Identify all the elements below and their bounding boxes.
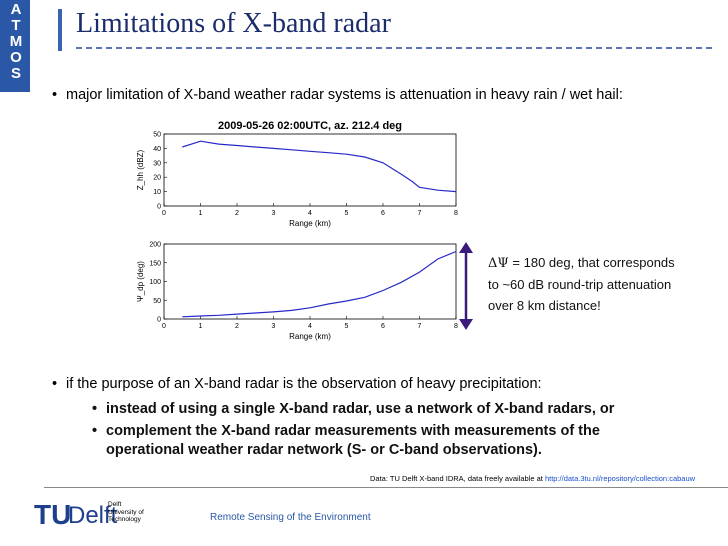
chart-title: 2009-05-26 02:00UTC, az. 212.4 deg bbox=[218, 120, 402, 132]
bullet-attenuation: • major limitation of X-band weather rada… bbox=[52, 87, 623, 103]
psi-chart-svg: 0 1 2 3 4 5 6 7 8 0 50 100 150 200 Range (km) Ψ_dp (deg… bbox=[136, 242, 458, 342]
delta-psi-symbol: ΔΨ bbox=[488, 256, 509, 271]
credit-text: Data: TU Delft X-band IDRA, data freely … bbox=[370, 474, 545, 483]
y-tick-label: 20 bbox=[153, 175, 161, 182]
x-tick-label: 3 bbox=[272, 323, 276, 330]
side-tab-letter: T bbox=[11, 17, 21, 34]
plot-frame bbox=[163, 133, 457, 207]
side-tab-letter: O bbox=[10, 49, 22, 66]
x-tick-label: 6 bbox=[381, 323, 385, 330]
footer-course-label: Remote Sensing of the Environment bbox=[210, 512, 371, 523]
side-tab-letter: A bbox=[10, 1, 22, 18]
x-tick-label: 2 bbox=[235, 210, 239, 217]
y-tick-label: 100 bbox=[149, 279, 161, 286]
psi-chart: 0 1 2 3 4 5 6 7 8 0 50 100 150 200 Range (km) Ψ_dp (deg… bbox=[130, 236, 465, 342]
sub-bullet-network: • instead of using a single X-band radar,… bbox=[92, 400, 666, 419]
x-tick-label: 3 bbox=[272, 210, 276, 217]
zhh-chart: 2009-05-26 02:00UTC, az. 212.4 deg 0 1 2 3 4 5… bbox=[130, 118, 465, 230]
y-tick-label: 10 bbox=[153, 189, 161, 196]
x-tick-label: 8 bbox=[454, 323, 458, 330]
x-tick-label: 4 bbox=[308, 210, 312, 217]
university-line: Delft bbox=[108, 501, 122, 508]
title-divider bbox=[76, 47, 712, 49]
bullet-text: major limitation of X-band weather radar… bbox=[66, 87, 623, 103]
y-tick-label: 50 bbox=[153, 298, 161, 305]
x-tick-label: 7 bbox=[418, 210, 422, 217]
y-axis-label: Ψ_dp (deg) bbox=[136, 261, 145, 302]
y-tick-label: 30 bbox=[153, 160, 161, 167]
x-tick-label: 5 bbox=[345, 323, 349, 330]
annotation-line-1: ΔΨ = 180 deg, that corresponds bbox=[488, 252, 675, 274]
y-tick-label: 50 bbox=[153, 132, 161, 139]
double-arrow-icon bbox=[459, 242, 473, 330]
annotation-line-1-text: = 180 deg, that corresponds bbox=[508, 255, 675, 270]
y-tick-label: 0 bbox=[157, 204, 161, 211]
sub-bullet-complement: • complement the X-band radar measurement… bbox=[92, 422, 636, 460]
logo-tu-text: TU bbox=[34, 499, 72, 530]
side-tab-letter: S bbox=[10, 65, 21, 82]
y-tick-label: 150 bbox=[149, 260, 161, 267]
x-tick-label: 0 bbox=[162, 323, 166, 330]
logo-delft-text: Delft bbox=[68, 502, 118, 529]
sub-bullet-text: instead of using a single X-band radar, … bbox=[106, 401, 615, 417]
x-axis-label: Range (km) bbox=[289, 332, 331, 341]
tudelft-logo: TU Delft bbox=[34, 496, 124, 530]
y-axis-label: Z_hh (dBZ) bbox=[136, 149, 145, 190]
plot-frame bbox=[163, 243, 457, 320]
sub-bullet-dot: • bbox=[92, 401, 98, 417]
zhh-chart-svg: 2009-05-26 02:00UTC, az. 212.4 deg 0 1 2 3 4 5… bbox=[136, 120, 458, 228]
y-tick-label: 40 bbox=[153, 146, 161, 153]
x-tick-label: 0 bbox=[162, 210, 166, 217]
series-line bbox=[182, 250, 457, 318]
series-line bbox=[182, 140, 457, 193]
university-name: Delft University of Technology bbox=[108, 501, 144, 524]
x-axis-label: Range (km) bbox=[289, 219, 331, 228]
x-tick-label: 1 bbox=[199, 323, 203, 330]
x-tick-label: 2 bbox=[235, 323, 239, 330]
sub-bullet-text: complement the X-band radar measurements… bbox=[106, 423, 600, 458]
university-line: University of bbox=[108, 508, 144, 516]
side-tab-letter: M bbox=[9, 33, 23, 50]
footer-divider bbox=[44, 487, 728, 488]
x-tick-label: 8 bbox=[454, 210, 458, 217]
bullet-dot: • bbox=[52, 87, 58, 103]
slide-title: Limitations of X-band radar bbox=[76, 8, 391, 39]
data-credit: Data: TU Delft X-band IDRA, data freely … bbox=[370, 474, 695, 483]
x-tick-label: 6 bbox=[381, 210, 385, 217]
annotation-line-2: to ~60 dB round-trip attenuation bbox=[488, 277, 672, 292]
x-tick-label: 4 bbox=[308, 323, 312, 330]
attenuation-annotation: ΔΨ = 180 deg, that corresponds to ~60 dB… bbox=[488, 252, 675, 316]
x-tick-label: 5 bbox=[345, 210, 349, 217]
y-tick-label: 0 bbox=[157, 317, 161, 324]
x-tick-label: 1 bbox=[199, 210, 203, 217]
sub-bullet-dot: • bbox=[92, 423, 98, 439]
title-accent-bar bbox=[58, 9, 62, 51]
side-tab bbox=[0, 0, 30, 92]
bullet-dot: • bbox=[52, 376, 58, 392]
credit-link[interactable]: http://data.3tu.nl/repository/collection… bbox=[544, 474, 696, 483]
university-line: Technology bbox=[108, 516, 141, 523]
x-tick-label: 7 bbox=[418, 323, 422, 330]
annotation-line-3: over 8 km distance! bbox=[488, 298, 601, 313]
bullet-purpose: • if the purpose of an X-band radar is th… bbox=[52, 376, 542, 392]
y-tick-label: 200 bbox=[149, 242, 161, 249]
bullet-text: if the purpose of an X-band radar is the… bbox=[66, 376, 542, 392]
